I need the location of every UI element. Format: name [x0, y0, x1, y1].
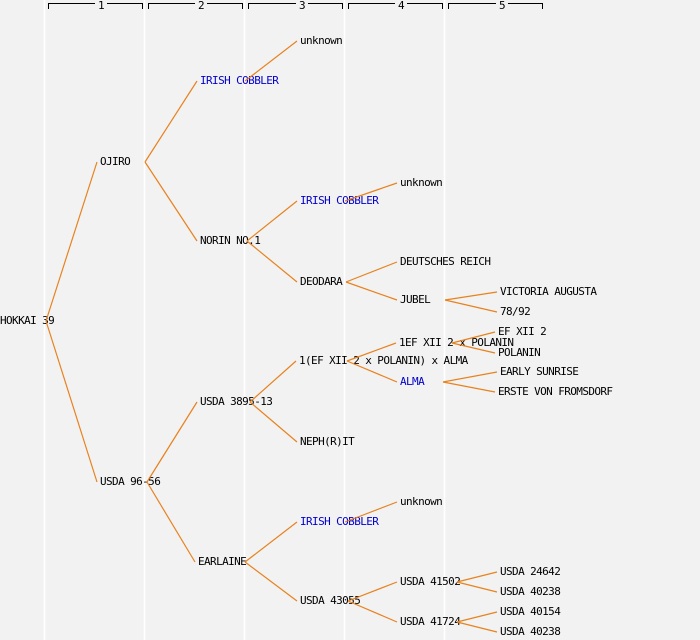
pedigree-node-irish-cobbler-3[interactable]: IRISH COBBLER [300, 515, 379, 528]
pedigree-node-alma[interactable]: ALMA [400, 375, 425, 388]
generation-number-5: 5 [495, 0, 509, 12]
pedigree-node-irish-cobbler-1[interactable]: IRISH COBBLER [200, 74, 279, 87]
pedigree-node-deutsches-reich[interactable]: DEUTSCHES REICH [400, 255, 491, 268]
pedigree-node-hokkai-39[interactable]: HOKKAI 39 [0, 314, 55, 327]
pedigree-node-polanin[interactable]: POLANIN [498, 346, 541, 359]
generation-number-3: 3 [295, 0, 309, 12]
pedigree-node-early-sunrise[interactable]: EARLY SUNRISE [500, 365, 579, 378]
pedigree-node-ef-xii-2[interactable]: EF XII 2 [498, 325, 547, 338]
pedigree-node-deodara[interactable]: DEODARA [300, 275, 343, 288]
pedigree-node-jubel[interactable]: JUBEL [400, 293, 431, 306]
pedigree-node-unknown-3[interactable]: unknown [400, 495, 443, 508]
pedigree-node-usda-40238-1[interactable]: USDA 40238 [500, 585, 561, 598]
pedigree-node-ef-xii-2-x-polanin[interactable]: 1EF XII 2 x POLANIN [399, 336, 514, 349]
generation-number-2: 2 [194, 0, 208, 12]
pedigree-node-usda-40238-2[interactable]: USDA 40238 [500, 625, 561, 638]
pedigree-node-unknown-2[interactable]: unknown [400, 176, 443, 189]
pedigree-node-earlaine[interactable]: EARLAINE [198, 555, 247, 568]
generation-number-4: 4 [394, 0, 408, 12]
pedigree-node-cross-alma[interactable]: 1(EF XII 2 x POLANIN) x ALMA [299, 354, 468, 367]
pedigree-node-usda-43055[interactable]: USDA 43055 [300, 594, 361, 607]
pedigree-node-78-92[interactable]: 78/92 [500, 305, 531, 318]
pedigree-node-usda-41724[interactable]: USDA 41724 [400, 615, 461, 628]
pedigree-node-ojiro[interactable]: OJIRO [100, 155, 131, 168]
pedigree-node-unknown-1[interactable]: unknown [300, 34, 343, 47]
pedigree-node-usda-3895-13[interactable]: USDA 3895-13 [200, 395, 273, 408]
pedigree-node-erste-von-fromsdorf[interactable]: ERSTE VON FROMSDORF [498, 385, 613, 398]
pedigree-node-usda-40154[interactable]: USDA 40154 [500, 605, 561, 618]
pedigree-node-nephrit[interactable]: NEPH(R)IT [300, 435, 355, 448]
pedigree-node-victoria-augusta[interactable]: VICTORIA AUGUSTA [500, 285, 597, 298]
pedigree-node-usda-41502[interactable]: USDA 41502 [400, 575, 461, 588]
pedigree-node-usda-96-56[interactable]: USDA 96-56 [100, 475, 161, 488]
generation-number-1: 1 [94, 0, 108, 12]
pedigree-node-usda-24642[interactable]: USDA 24642 [500, 565, 561, 578]
pedigree-node-norin-no1[interactable]: NORIN NO.1 [200, 234, 261, 247]
pedigree-node-irish-cobbler-2[interactable]: IRISH COBBLER [300, 194, 379, 207]
